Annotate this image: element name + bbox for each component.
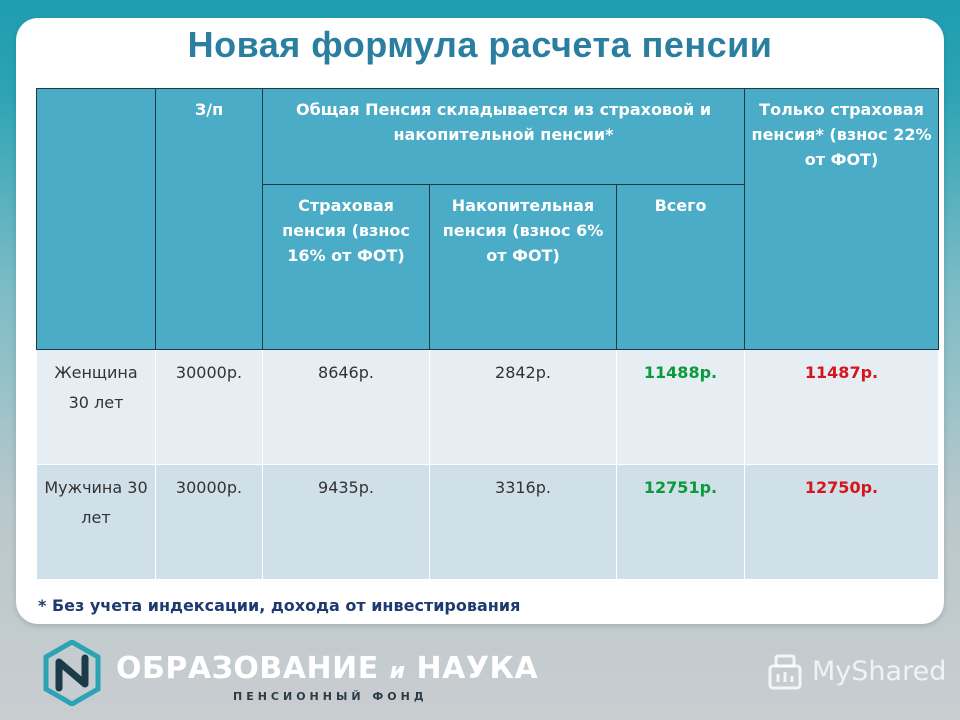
- header-total: Всего: [615, 184, 746, 350]
- logo-title-connector: и: [389, 659, 406, 684]
- header-general-pension: Общая Пенсия складывается из страховой и…: [261, 88, 746, 185]
- insurance-value: 8646р.: [262, 349, 430, 465]
- watermark-text: MyShared: [812, 656, 947, 687]
- logo-title-part1: ОБРАЗОВАНИЕ: [116, 651, 379, 686]
- insurance-only-value: 11487р.: [744, 349, 940, 465]
- table-row: Женщина 30 лет 30000р. 8646р. 2842р. 114…: [36, 349, 940, 465]
- header-funded-pension: Накопительная пенсия (взнос 6% от ФОТ): [429, 184, 617, 350]
- insurance-value: 9435р.: [262, 464, 430, 580]
- header-empty-cell: [36, 88, 156, 350]
- footnote: * Без учета индексации, дохода от инвест…: [38, 596, 521, 615]
- total-value: 11488р.: [615, 349, 746, 465]
- pension-fund-logo-icon: [43, 640, 101, 706]
- table-row: Мужчина 30 лет 30000р. 9435р. 3316р. 127…: [36, 464, 940, 580]
- header-insurance-only: Только страховая пенсия* (взнос 22% от Ф…: [744, 88, 940, 350]
- logo-title: ОБРАЗОВАНИЕ и НАУКА: [116, 651, 538, 686]
- header-insurance-pension: Страховая пенсия (взнос 16% от ФОТ): [262, 184, 430, 350]
- header-salary: З/п: [155, 88, 263, 350]
- logo-title-part2: НАУКА: [416, 651, 539, 686]
- insurance-only-value: 12750р.: [744, 464, 940, 580]
- salary-value: 30000р.: [155, 464, 263, 580]
- page-title: Новая формула расчета пенсии: [187, 24, 773, 65]
- total-value: 12751р.: [615, 464, 746, 580]
- row-label: Мужчина 30 лет: [36, 464, 156, 580]
- funded-value: 2842р.: [429, 349, 617, 465]
- myshared-watermark-icon: [768, 654, 802, 690]
- salary-value: 30000р.: [155, 349, 263, 465]
- row-label: Женщина 30 лет: [36, 349, 156, 465]
- logo-subtitle: ПЕНСИОННЫЙ ФОНД: [233, 690, 428, 703]
- funded-value: 3316р.: [429, 464, 617, 580]
- pension-table: З/п Общая Пенсия складывается из страхов…: [36, 88, 940, 580]
